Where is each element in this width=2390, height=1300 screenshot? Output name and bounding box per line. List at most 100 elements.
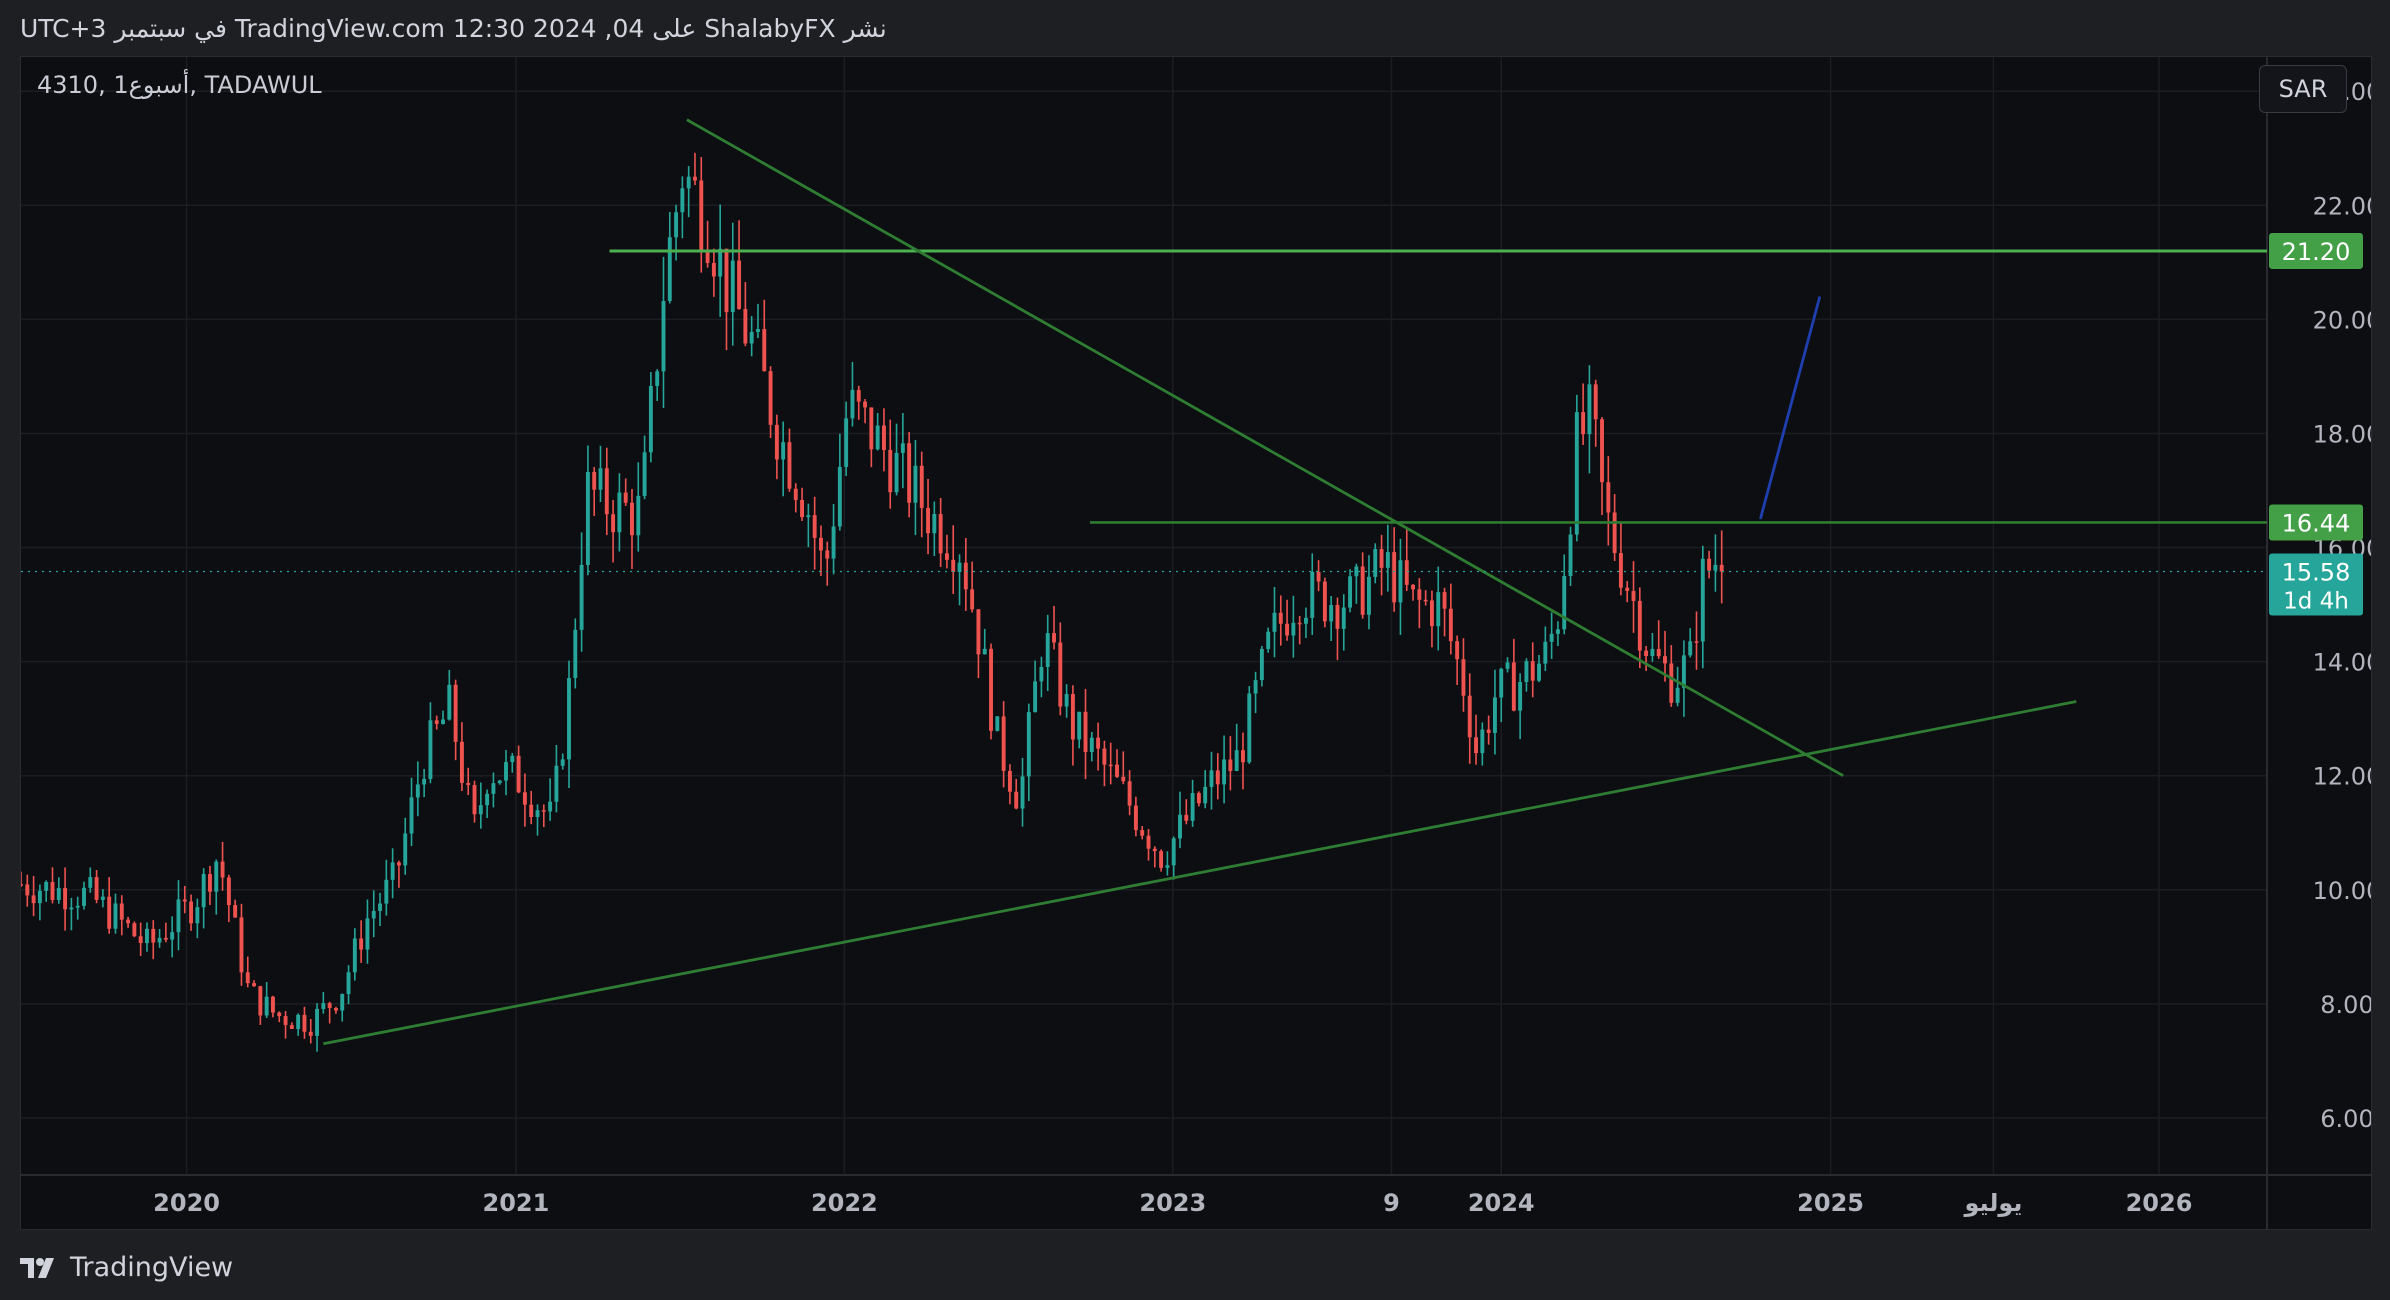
- candle-down[interactable]: [711, 262, 716, 277]
- candle-up[interactable]: [1341, 607, 1346, 629]
- tradingview-logo[interactable]: TradingView: [20, 1252, 233, 1283]
- candle-up[interactable]: [214, 861, 219, 892]
- candle-down[interactable]: [1593, 384, 1598, 420]
- candle-down[interactable]: [233, 905, 238, 918]
- candle-down[interactable]: [1335, 605, 1340, 629]
- candle-up[interactable]: [1543, 641, 1548, 664]
- currency-button[interactable]: SAR: [2259, 65, 2347, 113]
- candle-up[interactable]: [913, 465, 918, 503]
- candle-up[interactable]: [1499, 668, 1504, 698]
- candle-down[interactable]: [271, 996, 275, 1013]
- candle-down[interactable]: [1360, 566, 1365, 615]
- candle-down[interactable]: [1133, 805, 1138, 831]
- price-badge[interactable]: [2269, 232, 2363, 269]
- candle-down[interactable]: [1184, 814, 1189, 821]
- candle-up[interactable]: [554, 765, 559, 802]
- candle-up[interactable]: [749, 331, 754, 344]
- candle-up[interactable]: [1209, 770, 1214, 787]
- candle-down[interactable]: [812, 515, 817, 538]
- candle-up[interactable]: [1688, 641, 1693, 656]
- candle-up[interactable]: [371, 910, 376, 919]
- candle-up[interactable]: [674, 212, 679, 238]
- candle-down[interactable]: [1215, 770, 1220, 785]
- candle-down[interactable]: [289, 1025, 294, 1029]
- candle-down[interactable]: [1411, 584, 1416, 590]
- candle-down[interactable]: [1455, 641, 1460, 660]
- candle-up[interactable]: [157, 937, 162, 943]
- candle-down[interactable]: [1467, 695, 1472, 738]
- candle-down[interactable]: [819, 537, 823, 551]
- candle-down[interactable]: [1070, 694, 1075, 740]
- candle-down[interactable]: [126, 919, 131, 924]
- candle-up[interactable]: [1524, 661, 1529, 683]
- candle-up[interactable]: [113, 903, 118, 929]
- candle-up[interactable]: [1165, 865, 1170, 868]
- candle-up[interactable]: [195, 907, 200, 924]
- candle-down[interactable]: [1404, 560, 1409, 585]
- candle-up[interactable]: [850, 389, 855, 419]
- candle-down[interactable]: [1707, 558, 1712, 571]
- candle-down[interactable]: [151, 928, 156, 943]
- candle-up[interactable]: [1492, 697, 1497, 733]
- chart-panel[interactable]: 6.008.0010.0012.0014.0016.0018.0020.0022…: [20, 56, 2372, 1230]
- candle-up[interactable]: [1304, 617, 1308, 624]
- candle-up[interactable]: [1329, 605, 1334, 622]
- candle-up[interactable]: [1385, 552, 1390, 568]
- candle-up[interactable]: [598, 468, 603, 490]
- candle-down[interactable]: [1014, 791, 1019, 809]
- price-badge[interactable]: [2269, 504, 2363, 541]
- candle-down[interactable]: [522, 792, 527, 805]
- candle-up[interactable]: [1373, 549, 1378, 577]
- candle-down[interactable]: [1423, 599, 1428, 602]
- candle-down[interactable]: [1159, 851, 1164, 868]
- candle-up[interactable]: [831, 526, 836, 559]
- candle-up[interactable]: [346, 972, 351, 995]
- candle-down[interactable]: [907, 443, 912, 503]
- candle-down[interactable]: [970, 589, 975, 610]
- candle-down[interactable]: [1663, 656, 1667, 664]
- candle-down[interactable]: [1581, 412, 1586, 435]
- candle-up[interactable]: [491, 783, 496, 794]
- candle-down[interactable]: [1631, 590, 1636, 601]
- candle-down[interactable]: [1694, 641, 1699, 643]
- candle-up[interactable]: [1549, 633, 1554, 642]
- candle-down[interactable]: [724, 248, 729, 313]
- candle-down[interactable]: [976, 609, 981, 655]
- candle-down[interactable]: [863, 401, 868, 408]
- candle-up[interactable]: [352, 938, 357, 973]
- candle-up[interactable]: [1089, 737, 1094, 752]
- candle-down[interactable]: [31, 895, 36, 904]
- candle-up[interactable]: [806, 515, 811, 518]
- candle-down[interactable]: [1278, 612, 1283, 624]
- candle-down[interactable]: [1140, 830, 1145, 836]
- candle-down[interactable]: [699, 180, 704, 251]
- candle-up[interactable]: [145, 928, 149, 944]
- candle-up[interactable]: [1247, 693, 1252, 763]
- candle-down[interactable]: [1379, 549, 1384, 568]
- candle-down[interactable]: [1146, 835, 1151, 849]
- candle-down[interactable]: [277, 1012, 282, 1017]
- candle-down[interactable]: [21, 884, 23, 886]
- candle-down[interactable]: [604, 468, 609, 515]
- candle-up[interactable]: [1171, 838, 1176, 866]
- candle-up[interactable]: [56, 887, 61, 900]
- candle-up[interactable]: [642, 452, 647, 496]
- candle-up[interactable]: [617, 492, 622, 533]
- candle-up[interactable]: [1045, 633, 1050, 667]
- candle-down[interactable]: [94, 877, 99, 900]
- candle-up[interactable]: [667, 237, 672, 302]
- candle-down[interactable]: [623, 492, 628, 503]
- candle-down[interactable]: [1083, 711, 1088, 752]
- candle-down[interactable]: [226, 877, 231, 906]
- candle-down[interactable]: [245, 972, 250, 984]
- candle-down[interactable]: [705, 250, 710, 263]
- projection-trendline[interactable]: [1759, 296, 1822, 520]
- candle-up[interactable]: [680, 188, 685, 213]
- candle-down[interactable]: [1474, 737, 1478, 754]
- candle-down[interactable]: [208, 874, 212, 892]
- candle-down[interactable]: [1001, 716, 1006, 771]
- candle-down[interactable]: [1656, 648, 1661, 657]
- falling-resistance-trendline[interactable]: [686, 118, 1844, 777]
- candle-up[interactable]: [390, 862, 395, 880]
- candle-up[interactable]: [573, 629, 578, 679]
